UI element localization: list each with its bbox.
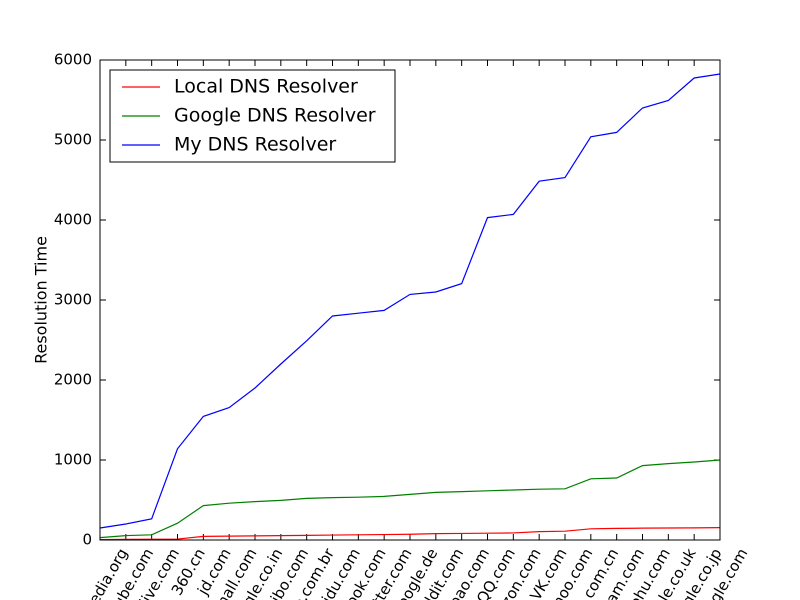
y-tick-label: 0 — [82, 531, 92, 549]
series-line — [99, 459, 721, 539]
legend-label: Google DNS Resolver — [174, 105, 376, 127]
y-axis-label: Resolution Time — [32, 236, 51, 364]
legend: Local DNS Resolver Google DNS Resolver My … — [109, 69, 396, 163]
plot-frame — [99, 59, 721, 541]
y-tick-label: 5000 — [54, 131, 92, 149]
y-tick-label: 2000 — [54, 371, 92, 389]
y-tick-label: 1000 — [54, 451, 92, 469]
legend-label: My DNS Resolver — [174, 134, 336, 156]
y-tick-label: 4000 — [54, 211, 92, 229]
y-tick-label: 3000 — [54, 291, 92, 309]
series-line — [99, 73, 721, 529]
legend-label: Local DNS Resolver — [174, 76, 358, 98]
y-tick-label: 6000 — [54, 51, 92, 69]
series-line — [99, 527, 721, 541]
